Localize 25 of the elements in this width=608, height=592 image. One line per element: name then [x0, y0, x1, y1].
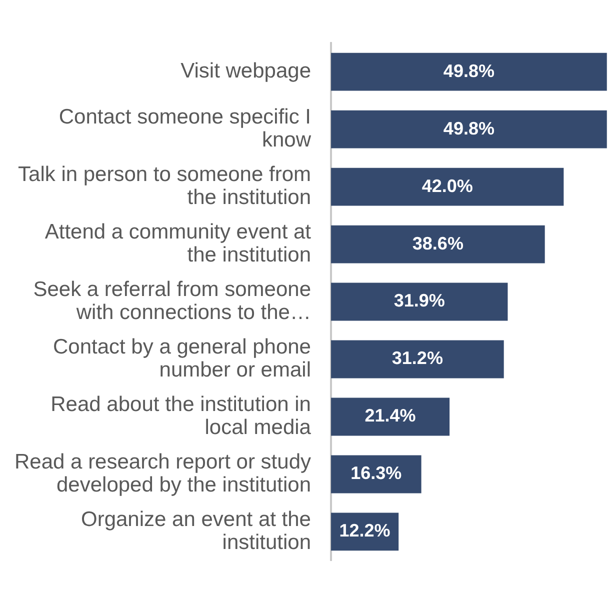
- data-label: 49.8%: [443, 118, 494, 138]
- y-tick-label: Organize an event at the institution: [81, 508, 311, 554]
- data-label: 12.2%: [339, 520, 390, 541]
- data-label: 16.3%: [350, 463, 402, 484]
- bar: [331, 282, 508, 321]
- y-tick-label: Attend a community event at the institution: [44, 220, 312, 267]
- data-label: 31.2%: [392, 348, 443, 368]
- data-label: 49.8%: [443, 60, 494, 81]
- bar: [331, 168, 564, 206]
- y-tick-label: Contact by a general phone number or email: [52, 336, 311, 382]
- data-label: 21.4%: [364, 406, 416, 426]
- bar: [331, 52, 607, 91]
- bar: [331, 398, 450, 436]
- bar: [331, 225, 545, 264]
- data-label: 42.0%: [422, 176, 473, 196]
- data-label: 31.9%: [394, 290, 445, 311]
- bar: [331, 340, 504, 378]
- y-tick-label: Visit webpage: [180, 60, 311, 83]
- y-tick-label: Read a research report or study developed by the institution: [14, 450, 312, 497]
- bar: [331, 110, 607, 148]
- y-tick-label: Talk in person to someone from the institution: [18, 163, 311, 210]
- y-tick-label: Seek a referral from someone with connections to the…: [33, 278, 311, 324]
- data-label: 38.6%: [412, 233, 464, 254]
- y-tick-label: Read about the institution in local media: [50, 392, 312, 440]
- y-tick-label: Contact someone specific I know: [58, 106, 312, 152]
